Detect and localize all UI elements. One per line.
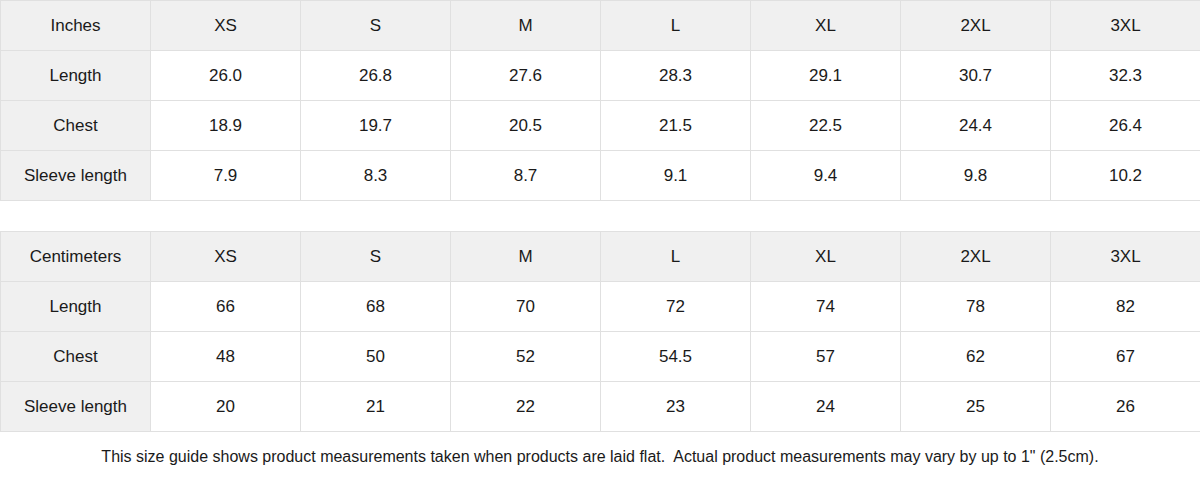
row-label: Sleeve length bbox=[1, 151, 151, 201]
size-cell: 18.9 bbox=[151, 101, 301, 151]
column-header-3xl: 3XL bbox=[1051, 232, 1200, 282]
unit-header-centimeters: Centimeters bbox=[1, 232, 151, 282]
column-header-l: L bbox=[601, 1, 751, 51]
size-cell: 7.9 bbox=[151, 151, 301, 201]
table-spacer bbox=[0, 201, 1200, 231]
row-label: Chest bbox=[1, 332, 151, 382]
size-cell: 48 bbox=[151, 332, 301, 382]
size-cell: 23 bbox=[601, 382, 751, 432]
column-header-xl: XL bbox=[751, 232, 901, 282]
size-cell: 29.1 bbox=[751, 51, 901, 101]
size-cell: 24.4 bbox=[901, 101, 1051, 151]
size-cell: 24 bbox=[751, 382, 901, 432]
size-cell: 26 bbox=[1051, 382, 1200, 432]
size-cell: 26.0 bbox=[151, 51, 301, 101]
column-header-m: M bbox=[451, 232, 601, 282]
size-table-centimeters: Centimeters XS S M L XL 2XL 3XL Length 6… bbox=[0, 231, 1200, 432]
size-cell: 67 bbox=[1051, 332, 1200, 382]
row-label: Length bbox=[1, 282, 151, 332]
table-row-sleeve-length: Sleeve length 20 21 22 23 24 25 26 bbox=[1, 382, 1200, 432]
size-cell: 8.7 bbox=[451, 151, 601, 201]
column-header-3xl: 3XL bbox=[1051, 1, 1200, 51]
size-cell: 10.2 bbox=[1051, 151, 1200, 201]
size-cell: 22 bbox=[451, 382, 601, 432]
size-guide-note: This size guide shows product measuremen… bbox=[0, 432, 1200, 480]
size-cell: 9.8 bbox=[901, 151, 1051, 201]
size-guide: Inches XS S M L XL 2XL 3XL Length 26.0 2… bbox=[0, 0, 1200, 480]
size-cell: 52 bbox=[451, 332, 601, 382]
size-cell: 25 bbox=[901, 382, 1051, 432]
table-row-chest: Chest 48 50 52 54.5 57 62 67 bbox=[1, 332, 1200, 382]
size-table-inches: Inches XS S M L XL 2XL 3XL Length 26.0 2… bbox=[0, 0, 1200, 201]
table-row-sleeve-length: Sleeve length 7.9 8.3 8.7 9.1 9.4 9.8 10… bbox=[1, 151, 1200, 201]
column-header-xl: XL bbox=[751, 1, 901, 51]
size-cell: 54.5 bbox=[601, 332, 751, 382]
size-cell: 32.3 bbox=[1051, 51, 1200, 101]
size-cell: 66 bbox=[151, 282, 301, 332]
row-label: Length bbox=[1, 51, 151, 101]
table-row-length: Length 66 68 70 72 74 78 82 bbox=[1, 282, 1200, 332]
size-cell: 57 bbox=[751, 332, 901, 382]
row-label: Chest bbox=[1, 101, 151, 151]
row-label: Sleeve length bbox=[1, 382, 151, 432]
size-cell: 78 bbox=[901, 282, 1051, 332]
size-cell: 82 bbox=[1051, 282, 1200, 332]
size-cell: 74 bbox=[751, 282, 901, 332]
column-header-xs: XS bbox=[151, 232, 301, 282]
size-cell: 19.7 bbox=[301, 101, 451, 151]
size-cell: 9.1 bbox=[601, 151, 751, 201]
table-row-length: Length 26.0 26.8 27.6 28.3 29.1 30.7 32.… bbox=[1, 51, 1200, 101]
size-cell: 30.7 bbox=[901, 51, 1051, 101]
table-row-chest: Chest 18.9 19.7 20.5 21.5 22.5 24.4 26.4 bbox=[1, 101, 1200, 151]
size-cell: 68 bbox=[301, 282, 451, 332]
size-cell: 72 bbox=[601, 282, 751, 332]
size-cell: 27.6 bbox=[451, 51, 601, 101]
size-cell: 20.5 bbox=[451, 101, 601, 151]
column-header-l: L bbox=[601, 232, 751, 282]
size-cell: 21 bbox=[301, 382, 451, 432]
unit-header-inches: Inches bbox=[1, 1, 151, 51]
size-cell: 26.8 bbox=[301, 51, 451, 101]
column-header-2xl: 2XL bbox=[901, 1, 1051, 51]
size-cell: 28.3 bbox=[601, 51, 751, 101]
size-cell: 9.4 bbox=[751, 151, 901, 201]
column-header-s: S bbox=[301, 1, 451, 51]
size-cell: 21.5 bbox=[601, 101, 751, 151]
header-row-inches: Inches XS S M L XL 2XL 3XL bbox=[1, 1, 1200, 51]
column-header-2xl: 2XL bbox=[901, 232, 1051, 282]
size-cell: 50 bbox=[301, 332, 451, 382]
size-cell: 20 bbox=[151, 382, 301, 432]
column-header-m: M bbox=[451, 1, 601, 51]
size-cell: 26.4 bbox=[1051, 101, 1200, 151]
size-cell: 70 bbox=[451, 282, 601, 332]
column-header-s: S bbox=[301, 232, 451, 282]
size-cell: 62 bbox=[901, 332, 1051, 382]
column-header-xs: XS bbox=[151, 1, 301, 51]
size-cell: 22.5 bbox=[751, 101, 901, 151]
header-row-centimeters: Centimeters XS S M L XL 2XL 3XL bbox=[1, 232, 1200, 282]
size-cell: 8.3 bbox=[301, 151, 451, 201]
